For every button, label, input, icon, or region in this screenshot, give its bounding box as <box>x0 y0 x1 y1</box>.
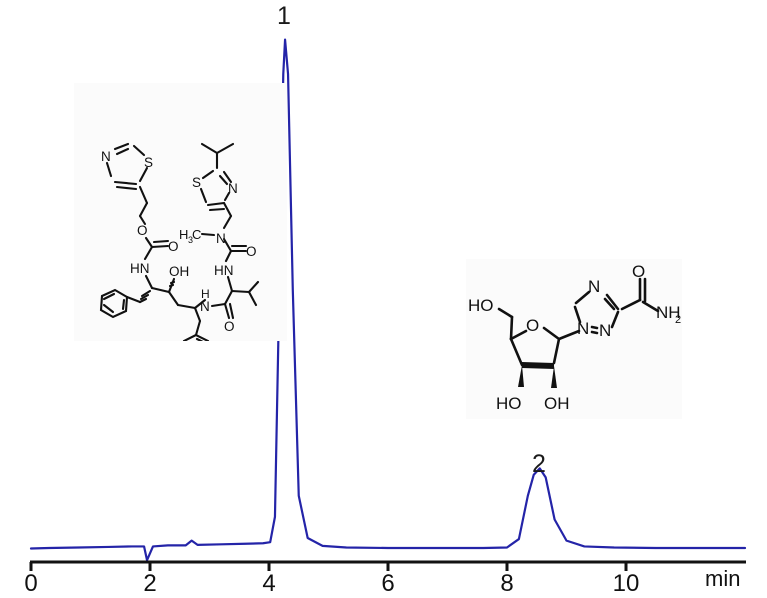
x-axis-tick-label: 4 <box>262 570 276 597</box>
structure-ritonavir: N S O O HN <box>74 83 287 341</box>
atom-label-subscript-3: 3 <box>188 235 193 245</box>
x-axis-tick-label: 8 <box>500 570 514 597</box>
atom-label-O: O <box>246 244 257 259</box>
atom-label-S: S <box>192 175 201 190</box>
atom-label-H: H <box>201 287 210 301</box>
chromatogram-trace <box>29 38 747 562</box>
x-axis-tick-label: 10 <box>612 570 640 597</box>
atom-label-HO: HO <box>496 394 522 413</box>
peak-label-2: 2 <box>532 450 546 478</box>
x-axis-tick-label: 0 <box>24 570 38 597</box>
atom-label-HO: HO <box>468 296 494 315</box>
atom-label-N: N <box>200 299 210 314</box>
atom-label-OH: OH <box>544 394 570 413</box>
atom-label-O: O <box>224 319 235 334</box>
atom-label-OH: OH <box>169 264 189 279</box>
x-axis-tick-label: 2 <box>143 570 157 597</box>
atom-label-HN: HN <box>214 263 234 278</box>
atom-label-N: N <box>216 231 226 246</box>
atom-label-N: N <box>599 321 611 340</box>
atom-label-O: O <box>168 239 179 254</box>
structure-ribavirin: HO O HO OH N N N <box>466 259 682 419</box>
atom-label-N: N <box>101 149 111 164</box>
atom-label-HN: HN <box>130 261 150 276</box>
peak-label-1: 1 <box>277 2 291 30</box>
atom-label-N: N <box>588 277 600 296</box>
atom-label-O: O <box>137 223 148 238</box>
atom-label-NH: NH <box>656 303 681 322</box>
x-axis-unit-label: min <box>705 566 741 591</box>
x-axis-ticks <box>29 562 628 571</box>
x-axis-tick-label: 6 <box>381 570 395 597</box>
atom-label-N: N <box>577 319 589 338</box>
atom-label-subscript-2: 2 <box>675 314 681 326</box>
atom-label-H3C: H C <box>179 227 201 242</box>
atom-label-O: O <box>526 316 539 335</box>
atom-label-S: S <box>144 155 153 170</box>
atom-label-O: O <box>632 262 645 281</box>
atom-label-N: N <box>228 181 238 196</box>
